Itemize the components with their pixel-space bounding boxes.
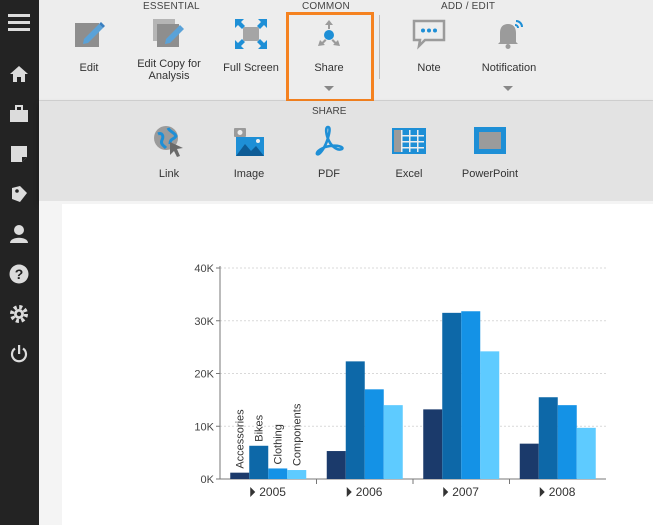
group-label-add-edit: ADD / EDIT bbox=[441, 1, 496, 12]
bar-components-2007 bbox=[480, 351, 500, 479]
bar-accessories-2007 bbox=[423, 409, 443, 479]
note-icon[interactable] bbox=[8, 143, 30, 165]
series-label-accessories: Accessories bbox=[235, 409, 247, 469]
bar-clothing-2007 bbox=[461, 311, 481, 479]
briefcase-icon[interactable] bbox=[8, 103, 30, 125]
share-dropdown-chevron-icon[interactable] bbox=[324, 86, 334, 91]
user-icon[interactable] bbox=[8, 223, 30, 245]
home-icon[interactable] bbox=[8, 63, 30, 85]
bar-clothing-2008 bbox=[557, 405, 577, 479]
gear-icon[interactable] bbox=[8, 303, 30, 325]
share-panel-title: SHARE bbox=[312, 106, 347, 117]
share-button[interactable]: Share bbox=[307, 14, 351, 74]
group-label-essential: ESSENTIAL bbox=[143, 1, 200, 12]
bar-bikes-2008 bbox=[538, 397, 558, 479]
bar-accessories-2008 bbox=[519, 443, 539, 479]
edit-copy-label: Edit Copy for Analysis bbox=[137, 58, 201, 82]
spreadsheet-icon bbox=[389, 121, 429, 161]
toolbar-divider bbox=[379, 15, 380, 79]
bar-bikes-2007 bbox=[442, 312, 462, 479]
edit-copy-for-analysis-button[interactable]: Edit Copy for Analysis bbox=[131, 14, 207, 82]
presentation-icon bbox=[470, 121, 510, 161]
sidebar: ? bbox=[0, 0, 39, 525]
menu-icon[interactable] bbox=[8, 11, 30, 33]
share-image-button[interactable]: Image bbox=[229, 121, 269, 180]
power-icon[interactable] bbox=[8, 343, 30, 365]
group-label-common: COMMON bbox=[302, 1, 350, 12]
share-panel: SHARE Link Image PDF Excel PowerPoint bbox=[39, 101, 653, 201]
help-icon[interactable]: ? bbox=[8, 263, 30, 285]
bar-bikes-2005 bbox=[249, 445, 269, 479]
bar-bikes-2006 bbox=[345, 361, 365, 479]
share-excel-button[interactable]: Excel bbox=[389, 121, 429, 180]
y-tick-label: 30K bbox=[194, 316, 214, 328]
bar-accessories-2006 bbox=[326, 451, 346, 479]
full-screen-button[interactable]: Full Screen bbox=[219, 14, 283, 74]
share-powerpoint-button[interactable]: PowerPoint bbox=[458, 121, 522, 180]
bar-components-2005 bbox=[287, 470, 307, 479]
note-button[interactable]: Note bbox=[409, 14, 449, 74]
x-tick-label: 2006 bbox=[356, 485, 383, 499]
series-label-components: Components bbox=[292, 403, 304, 466]
camera-image-icon bbox=[229, 121, 269, 161]
globe-link-icon bbox=[149, 121, 189, 161]
share-icon bbox=[309, 14, 349, 54]
share-highlight-box bbox=[286, 12, 374, 102]
tag-icon[interactable] bbox=[8, 183, 30, 205]
bar-accessories-2005 bbox=[230, 472, 250, 479]
toolbar: ESSENTIAL COMMON ADD / EDIT Edit Edit Co… bbox=[39, 0, 653, 101]
bar-components-2008 bbox=[576, 427, 596, 479]
pdf-icon bbox=[309, 121, 349, 161]
expand-arrow-icon bbox=[539, 487, 545, 497]
pencil-icon bbox=[69, 14, 109, 54]
edit-copy-icon bbox=[149, 14, 189, 54]
bell-icon bbox=[489, 14, 529, 54]
expand-arrow-icon bbox=[250, 487, 256, 497]
bar-clothing-2005 bbox=[268, 468, 288, 479]
share-pdf-button[interactable]: PDF bbox=[309, 121, 349, 180]
expand-arrow-icon bbox=[346, 487, 352, 497]
share-link-button[interactable]: Link bbox=[149, 121, 189, 180]
y-tick-label: 40K bbox=[194, 263, 214, 275]
bar-components-2006 bbox=[383, 405, 403, 479]
series-label-clothing: Clothing bbox=[273, 424, 285, 464]
notification-button[interactable]: Notification bbox=[475, 14, 543, 74]
expand-arrow-icon bbox=[443, 487, 449, 497]
x-tick-label: 2007 bbox=[452, 485, 479, 499]
x-tick-label: 2005 bbox=[259, 485, 286, 499]
bar-clothing-2006 bbox=[364, 389, 384, 479]
y-tick-label: 20K bbox=[194, 369, 214, 381]
x-tick-label: 2008 bbox=[549, 485, 576, 499]
svg-text:?: ? bbox=[15, 266, 24, 282]
series-label-bikes: Bikes bbox=[254, 414, 266, 441]
edit-button[interactable]: Edit bbox=[67, 14, 111, 74]
full-screen-icon bbox=[231, 14, 271, 54]
notification-dropdown-chevron-icon[interactable] bbox=[503, 86, 513, 91]
y-tick-label: 10K bbox=[194, 421, 214, 433]
y-tick-label: 0K bbox=[201, 474, 215, 486]
note-bubble-icon bbox=[409, 14, 449, 54]
